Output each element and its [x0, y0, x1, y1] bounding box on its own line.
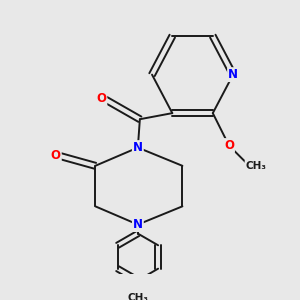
Text: O: O: [96, 92, 106, 106]
Text: CH₃: CH₃: [127, 293, 148, 300]
Text: N: N: [133, 218, 143, 231]
Text: O: O: [51, 149, 61, 162]
Text: N: N: [228, 68, 238, 81]
Text: N: N: [133, 141, 143, 154]
Text: O: O: [224, 139, 234, 152]
Text: CH₃: CH₃: [245, 161, 266, 171]
